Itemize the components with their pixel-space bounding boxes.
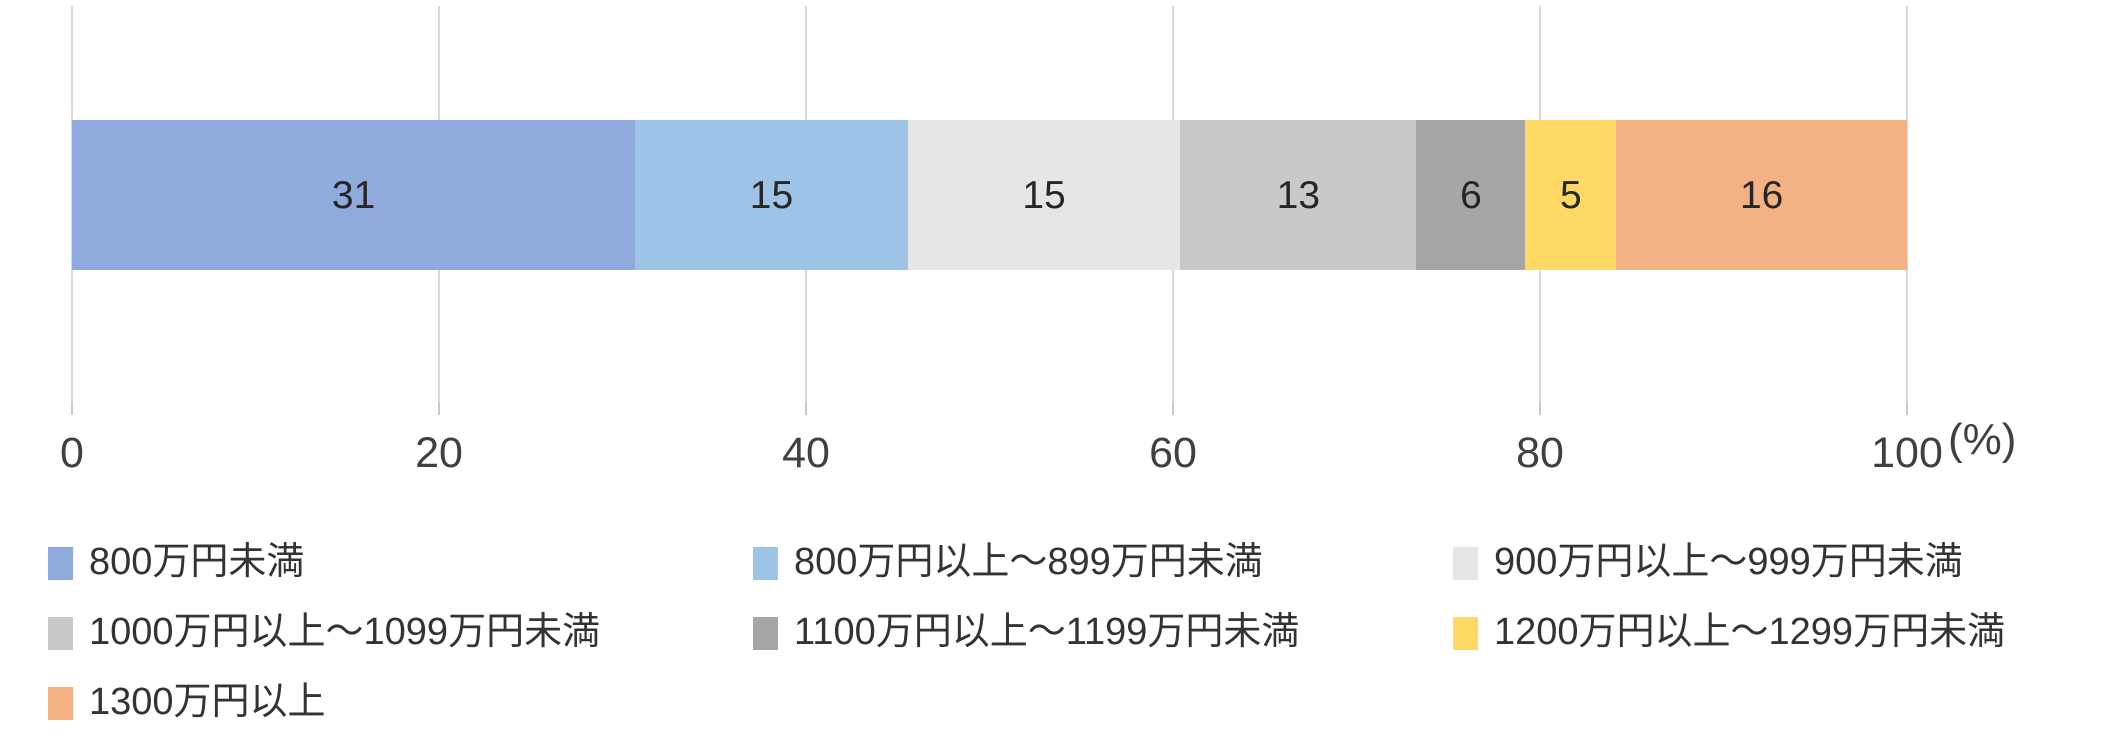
legend-label: 1200万円以上～1299万円未満: [1494, 611, 2006, 654]
axis-tick: [1539, 402, 1541, 415]
legend: 800万円未満 800万円以上～899万円未満 900万円以上～999万円未満 100…: [48, 528, 2078, 738]
axis-tick-label: 0: [60, 429, 84, 477]
axis-tick-label: 20: [415, 429, 463, 477]
legend-swatch: [48, 686, 73, 720]
legend-label: 800万円未満: [89, 541, 305, 584]
legend-swatch: [48, 616, 73, 650]
axis-unit-label: (%): [1948, 415, 2017, 464]
x-axis: 0 20 40 60 80 100: [60, 429, 1943, 492]
axis-tick: [1172, 402, 1174, 415]
legend-swatch: [1453, 546, 1478, 580]
axis-tick: [438, 402, 440, 415]
legend-item: 1300万円以上: [48, 681, 753, 725]
plot-area: 31 15 15 13 6 5 16: [71, 6, 1908, 415]
bar-segment: 5: [1525, 120, 1617, 270]
bar-segment-value: 5: [1560, 173, 1582, 217]
legend-label: 1100万円以上～1199万円未満: [794, 611, 1300, 654]
legend-item: 800万円以上～899万円未満: [753, 541, 1453, 585]
bar-segment: 16: [1616, 120, 1908, 270]
legend-swatch: [1453, 616, 1478, 650]
legend-item: 800万円未満: [48, 541, 753, 585]
legend-item: 1100万円以上～1199万円未満: [753, 611, 1453, 655]
legend-label: 900万円以上～999万円未満: [1494, 541, 1963, 584]
legend-swatch: [753, 546, 778, 580]
bar-segment-value: 15: [749, 173, 794, 217]
legend-swatch: [48, 546, 73, 580]
axis-tick-label: 40: [782, 429, 830, 477]
bar-segment: 15: [907, 120, 1181, 270]
axis-tick-label: 80: [1516, 429, 1564, 477]
axis-tick-label: 100: [1871, 429, 1943, 477]
legend-item: 900万円以上～999万円未満: [1453, 541, 2078, 585]
axis-tick: [71, 402, 73, 415]
axis-tick-label: 60: [1149, 429, 1197, 477]
legend-item: 1200万円以上～1299万円未満: [1453, 611, 2078, 655]
axis-tick: [805, 402, 807, 415]
legend-label: 1000万円以上～1099万円未満: [89, 611, 601, 654]
bar-segment-value: 6: [1460, 173, 1482, 217]
bar-segment-value: 31: [331, 173, 376, 217]
bar-segment-value: 16: [1739, 173, 1784, 217]
bar-segment: 31: [72, 120, 636, 270]
legend-label: 800万円以上～899万円未満: [794, 541, 1263, 584]
legend-swatch: [753, 616, 778, 650]
bar-segment: 6: [1416, 120, 1526, 270]
legend-item: 1000万円以上～1099万円未満: [48, 611, 753, 655]
legend-label: 1300万円以上: [89, 681, 326, 724]
axis-tick: [1906, 402, 1908, 415]
bar-segment: 15: [635, 120, 908, 270]
bar-segment: 13: [1180, 120, 1417, 270]
stacked-bar: 31 15 15 13 6 5 16: [72, 120, 1908, 270]
bar-segment-value: 15: [1022, 173, 1066, 217]
bar-segment-value: 13: [1276, 173, 1321, 217]
